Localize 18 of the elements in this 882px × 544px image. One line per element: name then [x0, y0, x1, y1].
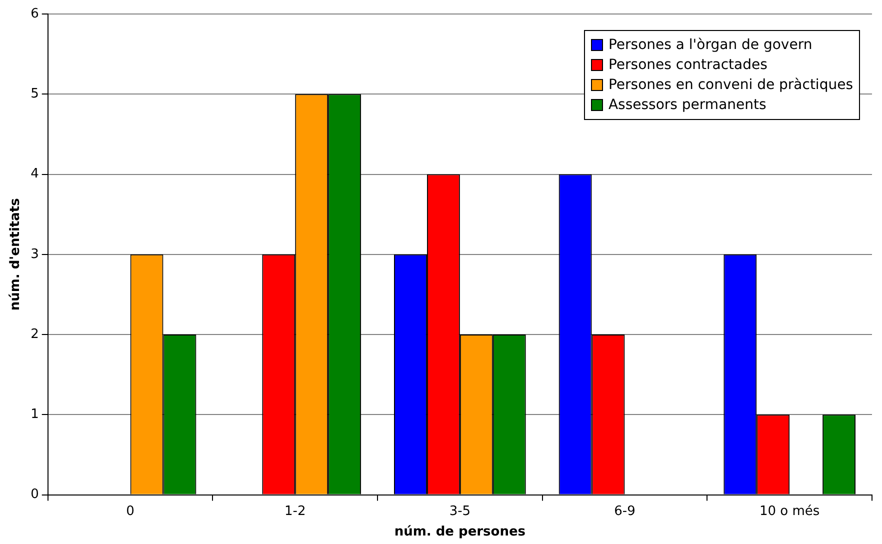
x-tick-label: 3-5	[449, 504, 471, 519]
y-tick-label: 1	[30, 407, 39, 422]
y-tick-label: 3	[30, 246, 39, 262]
y-axis-title: núm. d'entitats	[8, 198, 24, 311]
x-tick-label: 10 o més	[759, 504, 820, 519]
x-tick-label: 0	[126, 504, 134, 519]
y-tick-label: 0	[30, 487, 39, 502]
legend-label: Assessors permanents	[608, 96, 766, 115]
x-axis-title: núm. de persones	[394, 524, 526, 540]
y-tick-label: 6	[30, 6, 39, 22]
x-tick-label: 1-2	[284, 504, 306, 519]
y-tick-label: 4	[30, 166, 39, 182]
x-tick-label: 6-9	[614, 504, 636, 519]
legend-label: Persones en conveni de pràctiques	[608, 76, 853, 95]
y-tick-label: 5	[30, 86, 39, 102]
legend-label: Persones a l'òrgan de govern	[608, 36, 812, 55]
legend-label: Persones contractades	[608, 56, 768, 75]
y-tick-label: 2	[30, 326, 39, 342]
